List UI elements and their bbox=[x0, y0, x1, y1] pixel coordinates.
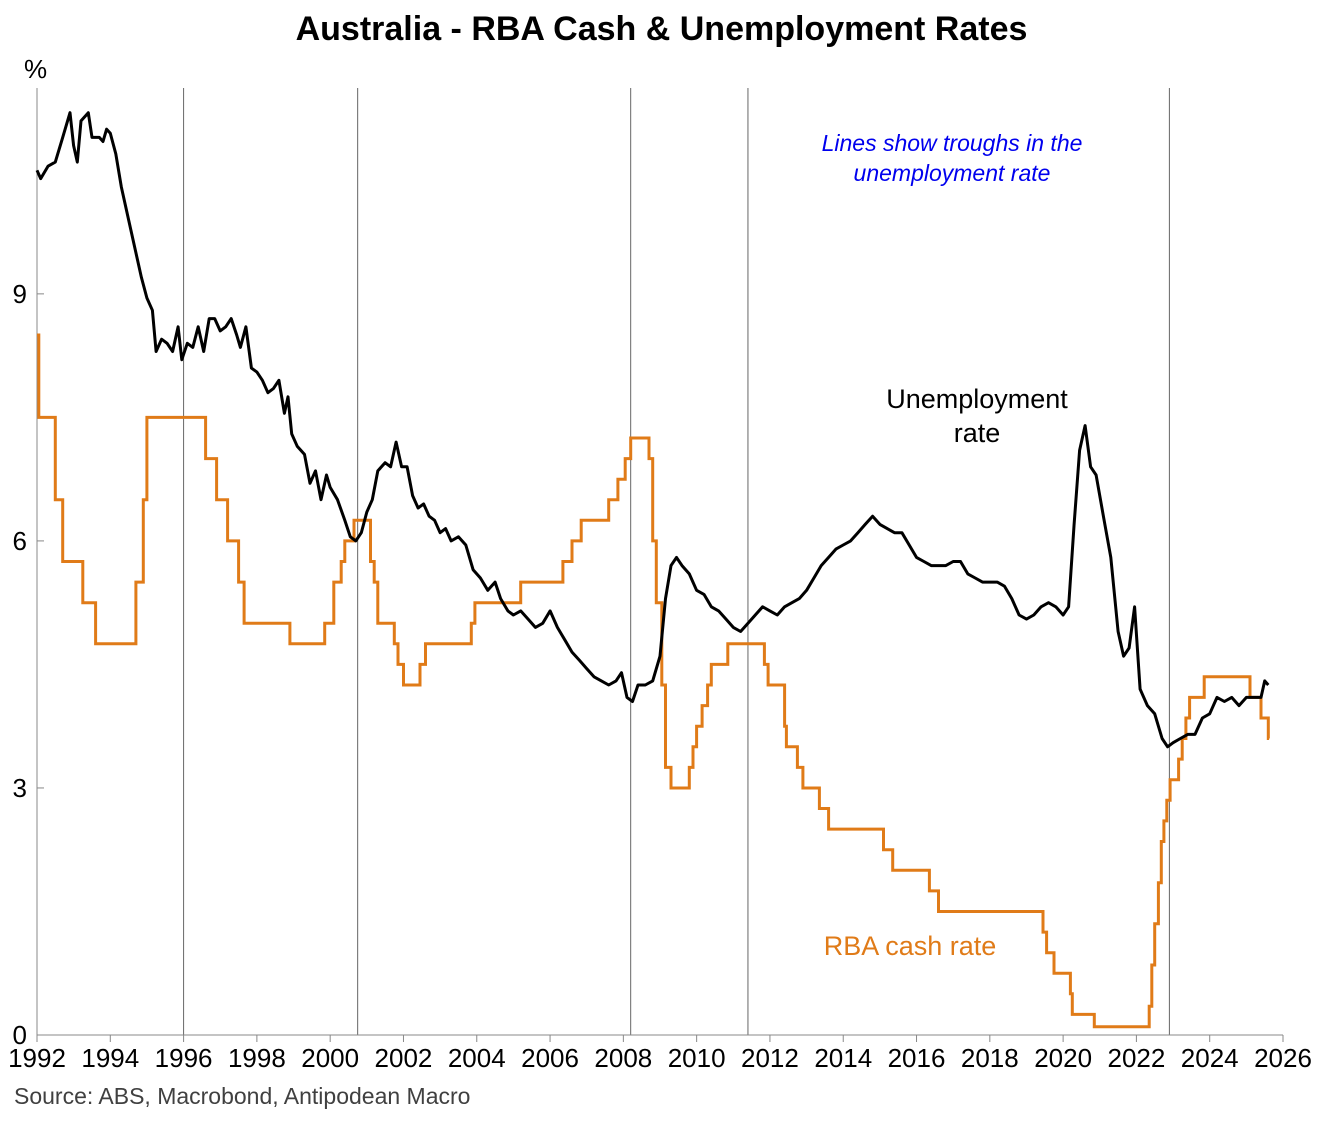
x-tick-label: 2008 bbox=[594, 1043, 652, 1073]
chart-title: Australia - RBA Cash & Unemployment Rate… bbox=[295, 10, 1028, 48]
x-tick-label: 2022 bbox=[1107, 1043, 1165, 1073]
x-tick-label: 2014 bbox=[814, 1043, 872, 1073]
y-tick-label: 9 bbox=[13, 279, 27, 309]
x-tick-label: 2026 bbox=[1254, 1043, 1312, 1073]
y-tick-label: 0 bbox=[13, 1020, 27, 1050]
x-tick-label: 1994 bbox=[81, 1043, 139, 1073]
x-tick-label: 1996 bbox=[155, 1043, 213, 1073]
unemployment-label: Unemployment rate bbox=[886, 384, 1068, 448]
x-tick-label: 2016 bbox=[888, 1043, 946, 1073]
x-tick-label: 2024 bbox=[1181, 1043, 1239, 1073]
y-ticks: 0 3 6 9 bbox=[13, 279, 44, 1050]
cash-rate-label: RBA cash rate bbox=[824, 931, 997, 961]
x-tick-label: 2012 bbox=[741, 1043, 799, 1073]
x-tick-label: 1992 bbox=[8, 1043, 66, 1073]
x-tick-label: 2000 bbox=[301, 1043, 359, 1073]
x-tick-label: 2020 bbox=[1034, 1043, 1092, 1073]
x-tick-label: 2018 bbox=[961, 1043, 1019, 1073]
x-tick-label: 2010 bbox=[668, 1043, 726, 1073]
series-unemployment-rate bbox=[35, 111, 1270, 749]
annotation-line-2: unemployment rate bbox=[854, 160, 1051, 186]
series-rba-cash-rate bbox=[37, 333, 1270, 1029]
y-tick-label: 6 bbox=[13, 526, 27, 556]
x-tick-label: 2004 bbox=[448, 1043, 506, 1073]
axes bbox=[36, 88, 1283, 1036]
annotation-line-1: Lines show troughs in the bbox=[822, 130, 1083, 156]
y-unit-label: % bbox=[24, 54, 47, 84]
x-tick-label: 2002 bbox=[375, 1043, 433, 1073]
y-tick-label: 3 bbox=[13, 773, 27, 803]
series-layer bbox=[35, 111, 1270, 1029]
x-tick-label: 2006 bbox=[521, 1043, 579, 1073]
x-tick-label: 1998 bbox=[228, 1043, 286, 1073]
unemployment-label-line-1: Unemployment bbox=[886, 384, 1068, 414]
trough-lines bbox=[183, 88, 1170, 1035]
source-note: Source: ABS, Macrobond, Antipodean Macro bbox=[14, 1083, 471, 1109]
annotation: Lines show troughs in the unemployment r… bbox=[822, 130, 1083, 186]
x-ticks: 1992 1994 1996 1998 2000 2002 2004 2006 2008 2010… bbox=[8, 1035, 1312, 1073]
unemployment-label-line-2: rate bbox=[954, 418, 1001, 448]
